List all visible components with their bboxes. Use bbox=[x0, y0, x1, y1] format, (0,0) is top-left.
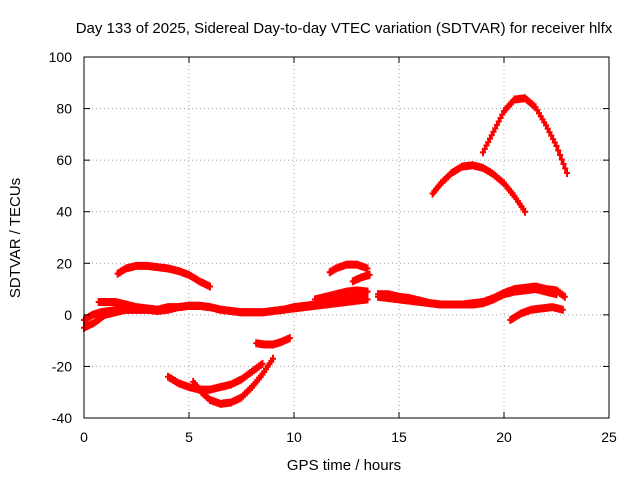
x-tick-label: 5 bbox=[185, 429, 193, 445]
series-arc-20-mid bbox=[326, 260, 371, 277]
data-point bbox=[364, 264, 371, 273]
data-point bbox=[558, 155, 565, 164]
data-point bbox=[564, 169, 570, 178]
series-arc-neg-deep bbox=[190, 354, 276, 408]
x-axis-label: GPS time / hours bbox=[287, 457, 401, 474]
x-tick-label: 25 bbox=[601, 429, 617, 445]
data-point bbox=[364, 287, 371, 296]
x-tick-label: 0 bbox=[80, 429, 88, 445]
y-axis-label: SDTVAR / TECUs bbox=[7, 178, 24, 298]
plot-frame bbox=[83, 56, 610, 419]
y-tick-label: 60 bbox=[56, 152, 72, 168]
data-point bbox=[557, 150, 563, 159]
y-tick-label: -20 bbox=[52, 358, 72, 374]
series-arc-60 bbox=[429, 161, 528, 216]
y-tick-label: 0 bbox=[64, 307, 72, 323]
data-point bbox=[553, 290, 560, 299]
data-point bbox=[207, 282, 213, 291]
series-arc-neg-short bbox=[253, 334, 293, 349]
data-point bbox=[207, 303, 213, 312]
data-point bbox=[366, 270, 373, 279]
y-tick-label: 80 bbox=[56, 101, 72, 117]
y-tick-label: 20 bbox=[56, 255, 72, 271]
axis-ticks: 0 5 10 15 20 25 -40 -20 0 20 40 60 80 100 bbox=[49, 49, 617, 445]
data-point bbox=[562, 164, 569, 173]
data-point bbox=[555, 146, 562, 155]
series-arc-baseline-right-low bbox=[375, 285, 560, 309]
data-points bbox=[81, 94, 570, 408]
data-point bbox=[364, 295, 371, 304]
x-tick-label: 10 bbox=[286, 429, 302, 445]
y-tick-label: -40 bbox=[52, 410, 72, 426]
series-arc-right-low bbox=[507, 303, 566, 325]
data-point bbox=[286, 334, 293, 343]
data-point bbox=[259, 359, 266, 368]
series-arc-baseline-upper bbox=[95, 297, 213, 314]
grid bbox=[84, 57, 609, 418]
data-point bbox=[559, 305, 566, 314]
series-arc-80 bbox=[480, 94, 570, 178]
data-point bbox=[560, 160, 567, 169]
data-point bbox=[522, 207, 528, 216]
series-arc-mid-dip bbox=[349, 270, 373, 286]
data-point bbox=[270, 354, 276, 363]
chart-title: Day 133 of 2025, Sidereal Day-to-day VTE… bbox=[76, 20, 613, 37]
data-point bbox=[553, 141, 560, 150]
x-tick-label: 20 bbox=[496, 429, 512, 445]
series-arc-mid-upper bbox=[312, 286, 371, 304]
data-point bbox=[561, 292, 568, 301]
series-arc-20-left bbox=[114, 261, 213, 291]
y-tick-label: 40 bbox=[56, 204, 72, 220]
x-tick-label: 15 bbox=[391, 429, 407, 445]
y-tick-label: 100 bbox=[49, 49, 73, 65]
